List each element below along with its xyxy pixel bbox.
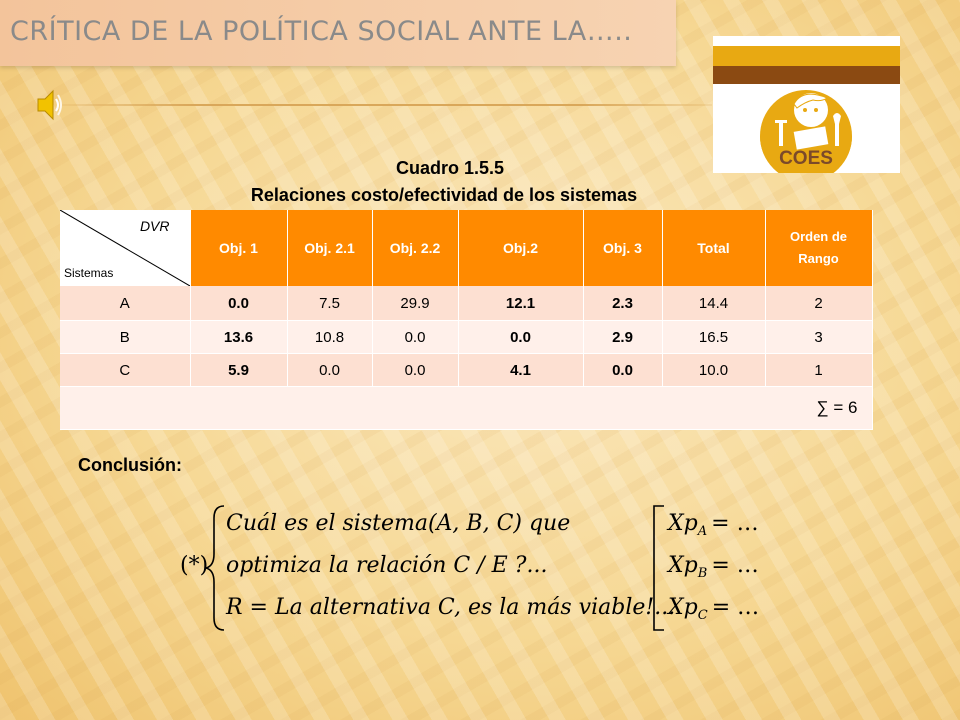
table-caption-title: Relaciones costo/efectividad de los sist… [250,185,638,205]
formula-right3-tail: = … [712,595,759,620]
cell-obj22: 29.9 [372,286,459,321]
table-row: C 5.9 0.0 0.0 4.1 0.0 10.0 1 [60,353,873,387]
corner-label-sistemas: Sistemas [64,266,114,280]
header-obj21: Obj. 2.1 [287,210,373,286]
formula-line1: Cuál es el sistema(A, B, C) que [226,511,570,536]
table-row: A 0.0 7.5 29.9 12.1 2.3 14.4 2 [60,286,873,321]
header-obj3: Obj. 3 [583,210,663,286]
coes-logo: COES [713,36,900,173]
conclusion-formula: (*) Cuál es el sistema(A, B, C) que opti… [180,502,780,637]
cell-obj22: 0.0 [372,353,459,387]
cell-total: 10.0 [662,353,766,387]
header-rank-line1: Orden de [789,229,848,244]
formula-right1-base: Xp [666,511,698,536]
header-obj2: Obj.2 [458,210,584,286]
cell-obj3: 0.0 [583,353,663,387]
formula-right3-base: Xp [666,595,698,620]
formula-right2-base: Xp [666,553,698,578]
cell-obj2: 0.0 [458,320,584,354]
rank-sum: ∑ = 6 [60,386,873,430]
formula-right3-sub: C [698,608,708,623]
table-row: B 13.6 10.8 0.0 0.0 2.9 16.5 3 [60,320,873,354]
formula-right-bracket [653,505,664,631]
svg-text:XpC= …: XpC = … [666,595,759,623]
conclusion-label: Conclusión: [78,455,182,475]
cell-rank: 2 [765,286,873,321]
cell-obj3: 2.9 [583,320,663,354]
table-sum-row: ∑ = 6 [60,386,873,430]
cell-system: C [60,353,191,387]
formula-right2-tail: = … [711,553,758,578]
formula-right2-sub: B [697,566,708,581]
svg-text:XpB= …: XpB = … [666,553,759,581]
formula-line3: R = La alternativa C, es la más viable!.… [225,595,675,620]
speaker-icon[interactable] [36,88,64,127]
cell-obj21: 10.8 [287,320,373,354]
svg-text:XpA= …: XpA = … [666,511,759,539]
cell-system: A [60,286,191,321]
cell-system: B [60,320,191,354]
table-corner-header: DVR Sistemas [60,210,191,286]
cell-obj21: 0.0 [287,353,373,387]
corner-label-dvr: DVR [139,218,170,234]
header-obj1: Obj. 1 [190,210,288,286]
cell-obj22: 0.0 [372,320,459,354]
header-obj22: Obj. 2.2 [372,210,459,286]
formula-right1-sub: A [697,524,707,539]
cell-total: 14.4 [662,286,766,321]
title-bar: CRÍTICA DE LA POLÍTICA SOCIAL ANTE LA….. [0,0,676,66]
table-caption-number: Cuadro 1.5.5 [395,158,505,178]
header-rank-line2: Rango [798,251,839,266]
formula-line2: optimiza la relación C / E ?... [226,553,547,578]
cell-total: 16.5 [662,320,766,354]
cell-obj1: 0.0 [190,286,288,321]
cost-effectiveness-table: DVR Sistemas Obj. 1 Obj. 2.1 Obj. 2.2 Ob… [60,210,873,430]
title-divider [62,104,712,106]
header-total: Total [662,210,766,286]
cell-obj2: 12.1 [458,286,584,321]
cell-rank: 3 [765,320,873,354]
cell-rank: 1 [765,353,873,387]
logo-text: COES [779,148,833,169]
header-rank: Orden de Rango [765,210,873,286]
formula-right1-tail: = … [711,511,758,536]
cell-obj2: 4.1 [458,353,584,387]
cell-obj3: 2.3 [583,286,663,321]
slide-title: CRÍTICA DE LA POLÍTICA SOCIAL ANTE LA….. [10,16,633,47]
cell-obj1: 5.9 [190,353,288,387]
cell-obj21: 7.5 [287,286,373,321]
formula-marker: (*) [180,553,208,578]
cell-obj1: 13.6 [190,320,288,354]
formula-left-brace [205,505,225,631]
